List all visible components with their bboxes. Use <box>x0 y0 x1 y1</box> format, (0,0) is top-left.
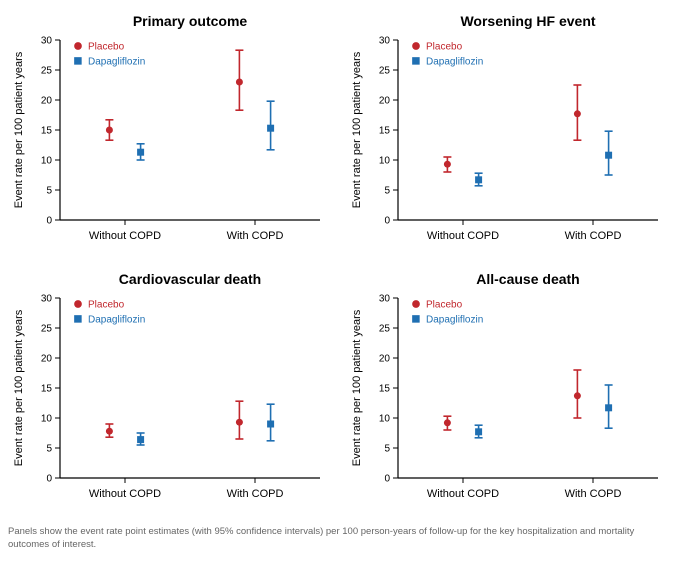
legend-label: Dapagliflozin <box>426 57 483 68</box>
y-tick-label: 15 <box>378 384 390 395</box>
x-category-label: With COPD <box>564 488 621 500</box>
y-tick-label: 5 <box>46 444 52 455</box>
figure-footnote: Panels show the event rate point estimat… <box>8 526 675 552</box>
x-category-label: Without COPD <box>426 488 498 500</box>
legend-label: Dapagliflozin <box>88 57 145 68</box>
y-tick-label: 25 <box>378 66 390 77</box>
x-category-label: Without COPD <box>89 230 161 242</box>
data-point-dapagliflozin <box>267 125 274 132</box>
y-tick-label: 10 <box>41 156 53 167</box>
y-tick-label: 15 <box>378 126 390 137</box>
legend-label: Placebo <box>426 42 463 53</box>
data-point-dapagliflozin <box>137 436 144 443</box>
data-point-placebo <box>573 392 580 399</box>
panel-title: All-cause death <box>476 271 579 287</box>
y-tick-label: 20 <box>41 354 53 365</box>
y-tick-label: 10 <box>378 156 390 167</box>
y-tick-label: 25 <box>41 324 53 335</box>
y-tick-label: 0 <box>384 474 390 485</box>
legend-label: Placebo <box>88 300 125 311</box>
y-tick-label: 30 <box>378 36 390 47</box>
panel-title: Worsening HF event <box>460 13 595 29</box>
data-point-dapagliflozin <box>267 421 274 428</box>
x-category-label: With COPD <box>564 230 621 242</box>
data-point-placebo <box>443 161 450 168</box>
y-tick-label: 5 <box>384 186 390 197</box>
y-tick-label: 5 <box>384 444 390 455</box>
data-point-dapagliflozin <box>475 428 482 435</box>
x-category-label: Without COPD <box>89 488 161 500</box>
y-tick-label: 20 <box>378 96 390 107</box>
panel-primary-outcome: Primary outcome 0 5 10 15 20 25 30 Event rate pe… <box>8 10 338 260</box>
x-category-label: With COPD <box>227 230 284 242</box>
y-axis-label: Event rate per 100 patient years <box>13 51 25 208</box>
y-tick-label: 0 <box>384 216 390 227</box>
y-tick-label: 5 <box>46 186 52 197</box>
legend-label: Placebo <box>88 42 125 53</box>
y-tick-label: 30 <box>41 36 53 47</box>
legend-label: Dapagliflozin <box>426 315 483 326</box>
forest-plot-grid: Primary outcome 0 5 10 15 20 25 30 Event rate pe… <box>8 10 675 518</box>
y-tick-label: 0 <box>46 216 52 227</box>
y-axis-label: Event rate per 100 patient years <box>351 51 363 208</box>
y-tick-label: 10 <box>41 414 53 425</box>
data-point-dapagliflozin <box>605 152 612 159</box>
panel-allcause-death: All-cause death 0 5 10 15 20 25 30 Event rate pe… <box>346 268 676 518</box>
y-tick-label: 20 <box>41 96 53 107</box>
data-point-dapagliflozin <box>137 149 144 156</box>
y-tick-label: 0 <box>46 474 52 485</box>
data-point-placebo <box>236 79 243 86</box>
x-category-label: Without COPD <box>426 230 498 242</box>
y-axis-label: Event rate per 100 patient years <box>13 309 25 466</box>
panel-title: Primary outcome <box>133 13 248 29</box>
y-tick-label: 25 <box>378 324 390 335</box>
panel-worsening-hf: Worsening HF event 0 5 10 15 20 25 30 Event rate… <box>346 10 676 260</box>
panel-title: Cardiovascular death <box>119 271 261 287</box>
legend-label: Dapagliflozin <box>88 315 145 326</box>
data-point-placebo <box>106 428 113 435</box>
y-tick-label: 25 <box>41 66 53 77</box>
panel-cv-death: Cardiovascular death 0 5 10 15 20 25 30 Event ra… <box>8 268 338 518</box>
y-axis-label: Event rate per 100 patient years <box>351 309 363 466</box>
data-point-dapagliflozin <box>475 176 482 183</box>
y-tick-label: 15 <box>41 384 53 395</box>
data-point-placebo <box>443 419 450 426</box>
y-tick-label: 30 <box>378 294 390 305</box>
data-point-placebo <box>236 419 243 426</box>
y-tick-label: 20 <box>378 354 390 365</box>
data-point-dapagliflozin <box>605 404 612 411</box>
x-category-label: With COPD <box>227 488 284 500</box>
y-tick-label: 15 <box>41 126 53 137</box>
data-point-placebo <box>106 127 113 134</box>
y-tick-label: 30 <box>41 294 53 305</box>
data-point-placebo <box>573 110 580 117</box>
legend-label: Placebo <box>426 300 463 311</box>
y-tick-label: 10 <box>378 414 390 425</box>
